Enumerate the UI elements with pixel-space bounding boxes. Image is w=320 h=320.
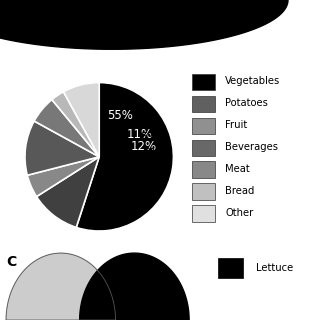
Text: 6%: 6% bbox=[142, 147, 160, 160]
Text: Meat: Meat bbox=[225, 164, 250, 174]
Polygon shape bbox=[80, 253, 189, 320]
Bar bbox=[192, 140, 215, 156]
Bar bbox=[192, 74, 215, 90]
Polygon shape bbox=[6, 253, 116, 320]
Wedge shape bbox=[25, 121, 99, 175]
Text: 12%: 12% bbox=[131, 140, 157, 153]
Bar bbox=[192, 96, 215, 112]
Bar bbox=[192, 205, 215, 222]
Text: 3%: 3% bbox=[143, 151, 162, 164]
Wedge shape bbox=[76, 83, 173, 231]
Wedge shape bbox=[34, 100, 99, 157]
Bar bbox=[218, 258, 243, 278]
Text: 8%: 8% bbox=[142, 156, 160, 169]
Text: 55%: 55% bbox=[108, 109, 133, 123]
Wedge shape bbox=[52, 92, 99, 157]
Text: Other: Other bbox=[225, 208, 253, 218]
Bar bbox=[192, 183, 215, 200]
Text: Beverages: Beverages bbox=[225, 142, 278, 152]
Text: 11%: 11% bbox=[126, 128, 152, 140]
Text: Lettuce: Lettuce bbox=[256, 263, 293, 273]
Text: 5%: 5% bbox=[140, 131, 158, 144]
Text: Fruit: Fruit bbox=[225, 120, 248, 130]
Text: Potatoes: Potatoes bbox=[225, 98, 268, 108]
Bar bbox=[192, 117, 215, 134]
Wedge shape bbox=[27, 157, 99, 196]
Polygon shape bbox=[0, 0, 288, 49]
Text: Vegetables: Vegetables bbox=[225, 76, 281, 86]
Text: Bread: Bread bbox=[225, 186, 255, 196]
Text: C: C bbox=[6, 255, 17, 269]
Wedge shape bbox=[63, 83, 99, 157]
Wedge shape bbox=[36, 157, 99, 228]
Bar bbox=[192, 162, 215, 178]
